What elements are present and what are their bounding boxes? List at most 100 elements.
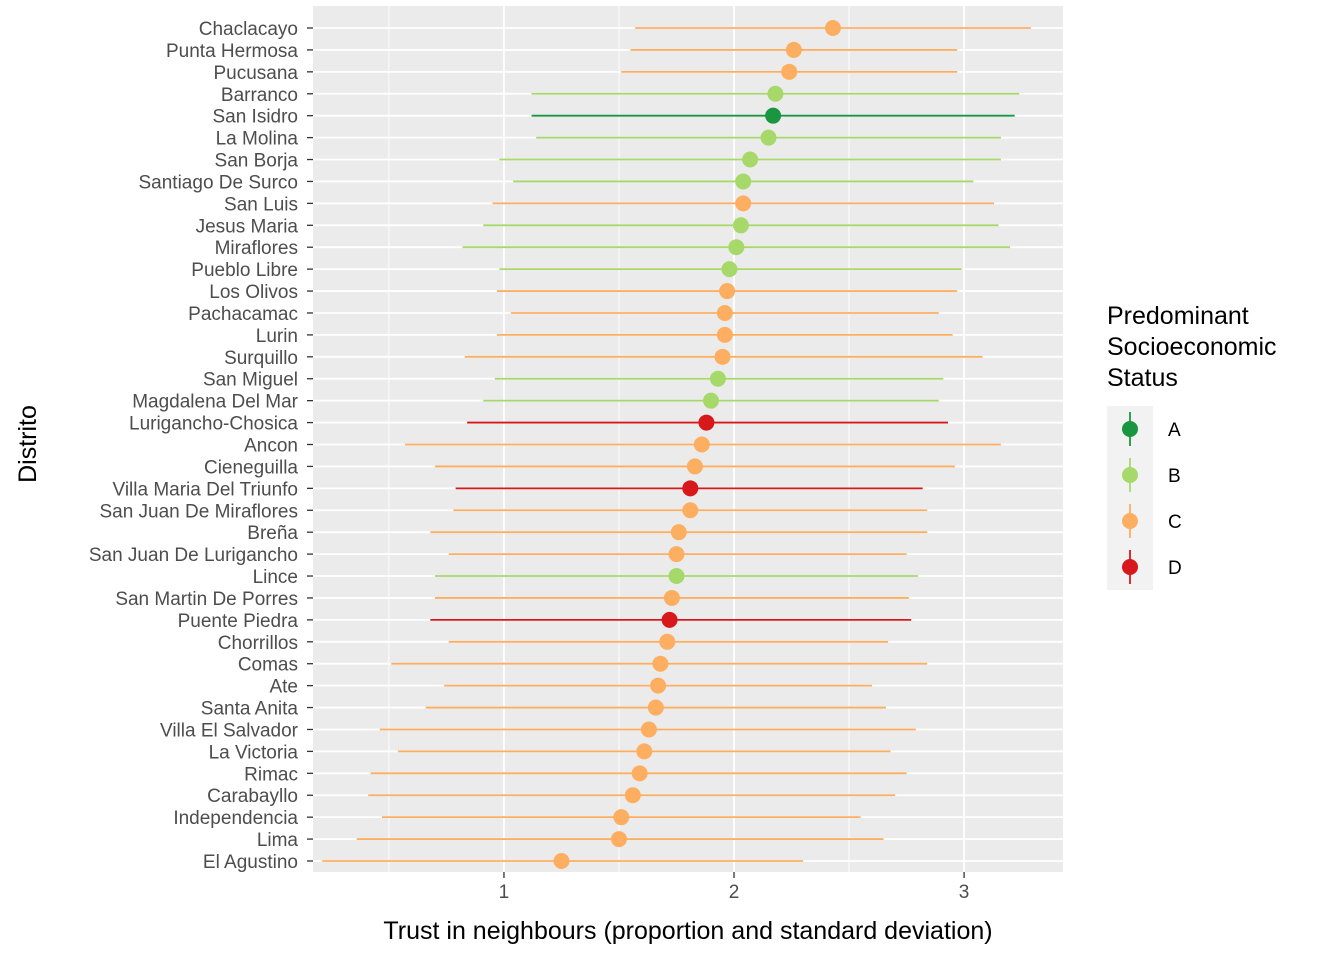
y-tick-label: Lurin xyxy=(256,326,298,347)
y-tick-label: San Isidro xyxy=(212,107,298,128)
legend-title-line: Status xyxy=(1107,364,1178,392)
x-tick-label: 2 xyxy=(729,882,740,903)
data-point xyxy=(652,655,669,672)
x-axis-title: Trust in neighbours (proportion and stan… xyxy=(383,917,992,945)
y-tick-label: Independencia xyxy=(173,808,298,829)
y-tick-label: San Borja xyxy=(215,151,299,172)
y-tick-label: Villa Maria Del Triunfo xyxy=(112,479,298,500)
data-point xyxy=(703,392,720,409)
y-tick-label: Pachacamac xyxy=(188,304,298,325)
legend-title: Predominant Socioeconomic Status xyxy=(1107,302,1277,392)
y-tick-label: Barranco xyxy=(221,85,298,106)
y-tick-label: San Luis xyxy=(224,194,298,215)
data-point xyxy=(732,217,749,234)
data-point xyxy=(686,458,703,475)
y-tick-label: El Agustino xyxy=(203,852,298,873)
y-tick-label: La Molina xyxy=(216,129,299,150)
legend-key-point xyxy=(1122,467,1138,483)
y-tick-label: Lima xyxy=(257,830,299,851)
legend-key-point xyxy=(1122,421,1138,437)
y-tick-label: San Martin De Porres xyxy=(115,589,298,610)
data-point xyxy=(781,63,798,80)
legend-title-line: Socioeconomic xyxy=(1107,333,1277,361)
y-tick-label: La Victoria xyxy=(209,742,299,763)
data-point xyxy=(668,546,685,563)
legend-label: A xyxy=(1168,420,1181,441)
y-tick-label: Chaclacayo xyxy=(199,19,298,40)
y-tick-label: Carabayllo xyxy=(207,786,298,807)
data-point xyxy=(824,20,841,36)
y-tick-label: Los Olivos xyxy=(209,282,298,303)
data-point xyxy=(650,677,667,694)
data-point xyxy=(659,633,676,650)
data-point xyxy=(760,129,777,146)
data-point xyxy=(716,326,733,343)
data-point xyxy=(716,304,733,321)
x-axis: 1 2 3 xyxy=(499,872,970,903)
data-point xyxy=(682,480,699,497)
data-point xyxy=(553,853,570,869)
legend-key-point xyxy=(1122,559,1138,575)
data-point xyxy=(682,502,699,519)
legend-label: B xyxy=(1168,466,1181,487)
data-point xyxy=(640,721,657,738)
y-tick-label: Pueblo Libre xyxy=(191,260,298,281)
y-tick-label: Villa El Salvador xyxy=(160,720,299,741)
y-tick-label: Rimac xyxy=(244,764,298,785)
x-tick-label: 3 xyxy=(959,882,970,903)
y-tick-label: Punta Hermosa xyxy=(166,41,298,62)
data-point xyxy=(613,809,630,826)
y-tick-label: San Juan De Miraflores xyxy=(99,501,298,522)
y-tick-label: Santa Anita xyxy=(201,699,299,720)
y-tick-label: Jesus Maria xyxy=(196,216,299,237)
data-point xyxy=(767,85,784,102)
y-tick-label: Ate xyxy=(269,677,298,698)
data-point xyxy=(670,524,687,541)
y-tick-label: Comas xyxy=(238,655,298,676)
y-tick-label: Magdalena Del Mar xyxy=(132,392,298,413)
data-point xyxy=(610,831,627,848)
data-point xyxy=(765,107,782,124)
data-point xyxy=(661,611,678,628)
y-tick-label: Miraflores xyxy=(215,238,298,259)
data-points xyxy=(553,20,841,869)
data-point xyxy=(719,283,736,300)
y-tick-label: San Juan De Lurigancho xyxy=(89,545,298,566)
data-point xyxy=(663,589,680,606)
data-point xyxy=(698,414,715,431)
legend-key-point xyxy=(1122,513,1138,529)
data-point xyxy=(624,787,641,804)
y-tick-label: Lince xyxy=(253,567,298,588)
y-tick-label: Lurigancho-Chosica xyxy=(129,414,298,435)
legend: Predominant Socioeconomic Status A B C D xyxy=(1107,302,1277,590)
data-point xyxy=(785,41,802,58)
x-tick-label: 1 xyxy=(499,882,510,903)
y-tick-label: Santiago De Surco xyxy=(139,172,299,193)
y-tick-label: Cieneguilla xyxy=(204,457,298,478)
data-point xyxy=(735,195,752,212)
legend-keys: A B C D xyxy=(1122,412,1182,584)
data-point xyxy=(647,699,664,716)
data-point xyxy=(728,239,745,256)
y-tick-label: Puente Piedra xyxy=(178,611,299,632)
data-point xyxy=(735,173,752,190)
data-point xyxy=(693,436,710,453)
data-point xyxy=(668,568,685,585)
y-tick-label: Pucusana xyxy=(213,63,298,84)
data-point xyxy=(742,151,759,168)
y-axis-title: Distrito xyxy=(14,405,42,483)
data-point xyxy=(721,261,738,278)
plot-panel xyxy=(313,6,1063,872)
data-point xyxy=(631,765,648,782)
y-tick-label: Chorrillos xyxy=(218,633,298,654)
legend-label: D xyxy=(1168,558,1182,579)
y-tick-label: Ancon xyxy=(244,436,298,457)
y-tick-label: Breña xyxy=(247,523,298,544)
data-point xyxy=(714,348,731,365)
data-point xyxy=(709,370,726,387)
legend-label: C xyxy=(1168,512,1182,533)
y-tick-label: Surquillo xyxy=(224,348,298,369)
y-tick-label: San Miguel xyxy=(203,370,298,391)
